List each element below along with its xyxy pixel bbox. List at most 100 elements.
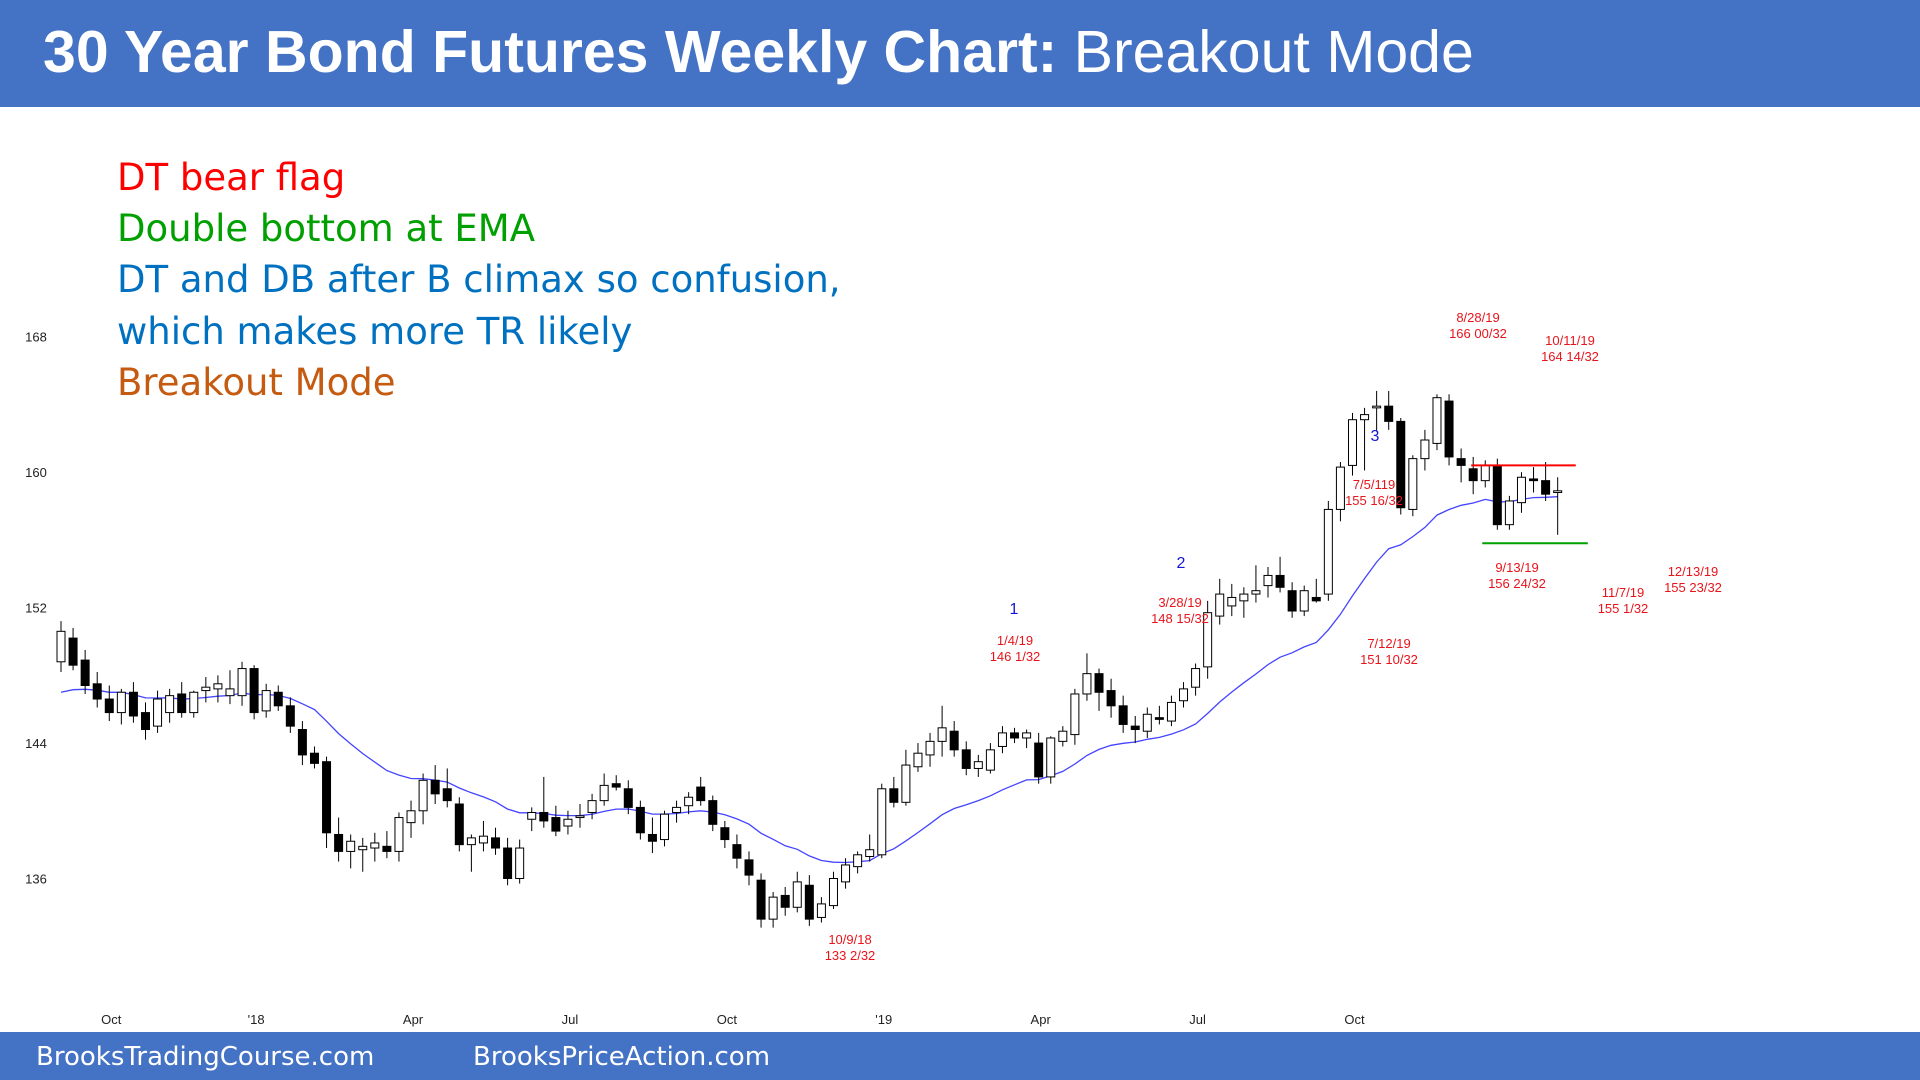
candle-body	[285, 705, 295, 727]
candle-body	[708, 800, 718, 825]
annotation-label: 12/13/19	[1668, 564, 1719, 579]
candle-body	[527, 811, 537, 820]
candle-body	[1504, 500, 1514, 526]
annotation-label: 166 00/32	[1449, 326, 1507, 341]
candle-body	[973, 761, 983, 769]
annotation-label: 155 23/32	[1664, 580, 1722, 595]
candle-body	[1046, 737, 1056, 778]
x-tick-label: '18	[248, 1012, 265, 1027]
candle-body	[1335, 466, 1345, 510]
candle-body	[213, 683, 223, 690]
candle-body	[660, 813, 669, 841]
footer-bar	[0, 1032, 1920, 1080]
candle-body	[1541, 480, 1551, 495]
candle-body	[1372, 405, 1382, 409]
page-title: 30 Year Bond Futures Weekly Chart: Break…	[43, 18, 1474, 86]
candle-body	[273, 691, 283, 707]
candle-body	[841, 864, 851, 883]
candle-body	[865, 849, 875, 857]
annotation-label: 11/7/19	[1602, 585, 1644, 600]
candle-body	[1118, 705, 1128, 725]
annotation-label: 8/28/19	[1456, 310, 1499, 325]
candle-body	[792, 881, 802, 908]
candle-body	[68, 637, 78, 666]
candle-body	[647, 833, 657, 842]
title-bold: 30 Year Bond Futures Weekly Chart:	[43, 19, 1058, 85]
candle-body	[515, 847, 525, 880]
candle-body	[503, 847, 513, 880]
candle-body	[1553, 490, 1563, 493]
candle-body	[961, 749, 971, 769]
candle-body	[1432, 397, 1442, 444]
candle-body	[442, 788, 452, 802]
candle-body	[1360, 414, 1370, 421]
candle-body	[1287, 590, 1297, 612]
candle-body	[1468, 468, 1478, 482]
candle-body	[1239, 593, 1249, 602]
x-tick-label: Oct	[1344, 1012, 1365, 1027]
x-tick-label: Oct	[717, 1012, 738, 1027]
candle-body	[92, 683, 102, 700]
candle-body	[249, 668, 259, 714]
candle-body	[853, 854, 863, 868]
candle-body	[1311, 596, 1321, 602]
candle-body	[1130, 725, 1140, 731]
annotation-label: 155 1/32	[1598, 601, 1649, 616]
candle-body	[551, 817, 561, 832]
candle-body	[1058, 730, 1068, 742]
candle-body	[406, 810, 416, 824]
candle-body	[1492, 464, 1502, 526]
footer-link-price-action[interactable]: BrooksPriceAction.com	[473, 1042, 771, 1072]
annotation-label: 133 2/32	[825, 948, 876, 963]
note-double-bottom: Double bottom at EMA	[117, 207, 536, 250]
candle-body	[696, 786, 706, 802]
candle-body	[1106, 690, 1116, 707]
candle-body	[1456, 458, 1466, 466]
annotation-label: 10/11/19	[1545, 333, 1595, 348]
candle-body	[744, 859, 754, 876]
leg-label: 3	[1371, 428, 1380, 445]
annotation-label: 164 14/32	[1541, 349, 1599, 364]
leg-label: 1	[1010, 601, 1019, 618]
footer-link-trading-course[interactable]: BrooksTradingCourse.com	[36, 1042, 375, 1072]
candle-body	[104, 698, 114, 714]
candle-body	[1480, 464, 1490, 482]
candle-body	[430, 779, 440, 795]
candle-body	[672, 806, 682, 813]
x-tick-label: Jul	[562, 1012, 579, 1027]
candle-body	[165, 695, 175, 714]
title-rest: Breakout Mode	[1057, 19, 1474, 85]
candle-body	[322, 761, 332, 834]
annotation-label: 151 10/32	[1360, 652, 1418, 667]
candle-body	[937, 727, 947, 742]
candle-body	[1251, 590, 1261, 595]
x-tick-label: Apr	[1031, 1012, 1052, 1027]
candle-body	[1142, 713, 1152, 732]
x-tick-label: '19	[875, 1012, 892, 1027]
ema-line	[60, 496, 1558, 864]
candle-body	[466, 837, 476, 846]
annotation-label: 10/9/18	[828, 932, 871, 947]
candle-body	[816, 903, 826, 918]
note-dt-bear-flag: DT bear flag	[117, 156, 346, 199]
candle-body	[201, 686, 211, 692]
title-bar	[0, 0, 1920, 107]
candle-body	[297, 729, 307, 756]
annotation-label: 3/28/19	[1158, 595, 1201, 610]
candle-body	[563, 818, 573, 827]
candle-body	[1263, 574, 1273, 587]
candle-body	[177, 693, 187, 714]
candle-body	[478, 835, 488, 844]
candle-body	[189, 691, 199, 714]
candle-body	[128, 691, 138, 717]
candle-body	[1070, 693, 1080, 736]
candle-body	[925, 740, 935, 756]
y-tick-label: 160	[25, 465, 47, 480]
x-tick-label: Oct	[101, 1012, 122, 1027]
candle-body	[80, 659, 90, 686]
y-tick-label: 144	[25, 736, 47, 751]
candle-body	[1408, 458, 1418, 510]
candle-body	[889, 788, 899, 803]
candle-body	[394, 817, 404, 852]
candle-body	[1516, 476, 1526, 504]
